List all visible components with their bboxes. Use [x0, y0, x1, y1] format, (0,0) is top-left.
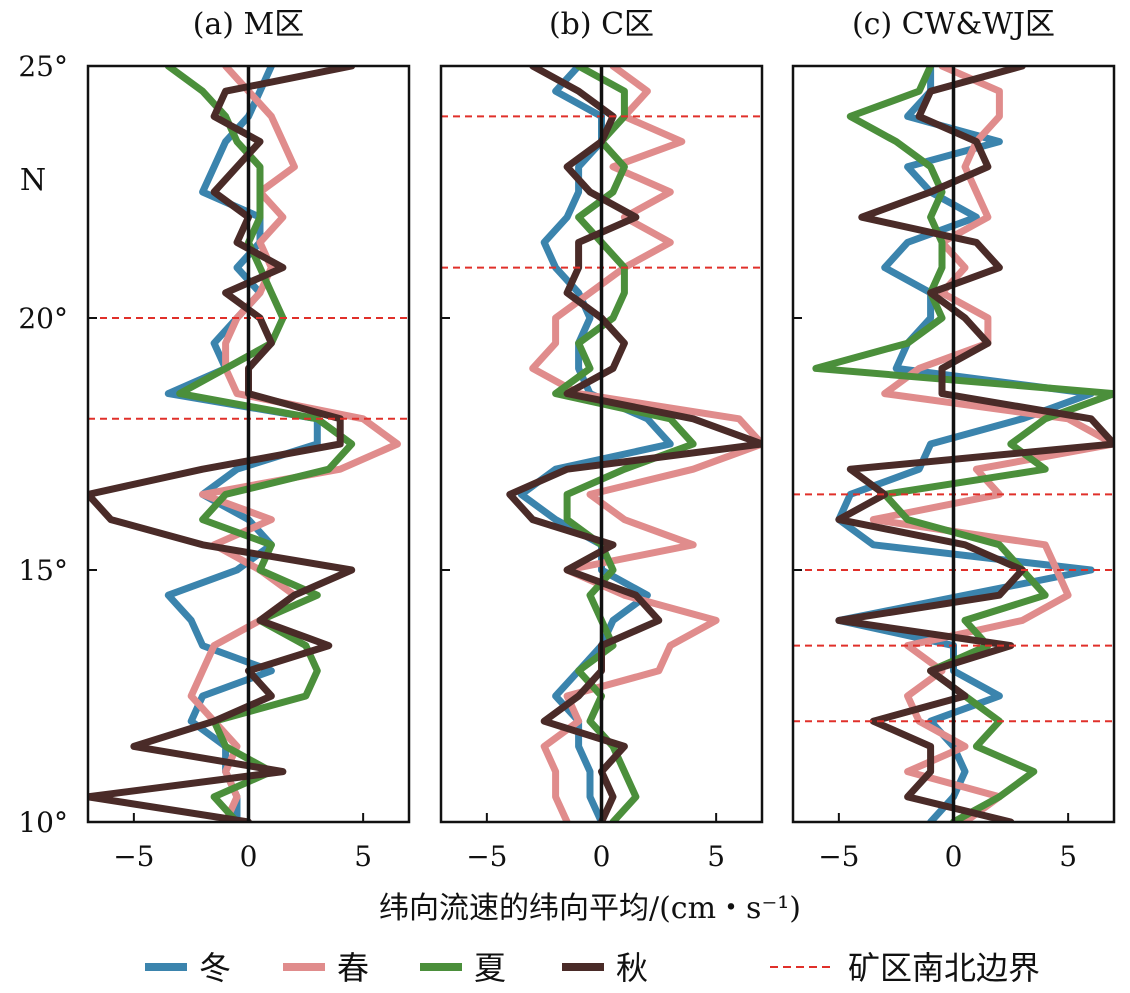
plot-area — [812, 66, 1114, 822]
series-line-winter — [164, 66, 321, 822]
series-line-summer — [164, 66, 356, 822]
x-tick-label: −5 — [466, 840, 507, 873]
y-tick-label: 25° — [18, 50, 68, 83]
x-tick-label: 5 — [707, 840, 725, 873]
x-tick-label: 0 — [240, 840, 258, 873]
legend-label-spring: 春 — [337, 949, 369, 987]
panel-title: (c) CW&WJ区 — [852, 7, 1055, 42]
panel-title: (b) C区 — [549, 7, 654, 42]
panel-0: (a) M区 25° 20° 15° 10° −5 0 5 — [18, 7, 411, 873]
panel-1: (b) C区 −5 0 5 — [439, 7, 764, 873]
legend-label-winter: 冬 — [199, 949, 231, 987]
x-tick-label: 5 — [1059, 840, 1077, 873]
y-tick-label: 15° — [18, 554, 68, 587]
x-tick-label: 0 — [945, 840, 963, 873]
plot-area — [506, 66, 762, 822]
series-line-autumn — [88, 66, 356, 822]
legend-label-boundary: 矿区南北边界 — [848, 949, 1040, 987]
panel-2: (c) CW&WJ区 −5 0 5 — [791, 7, 1116, 873]
legend-label-summer: 夏 — [474, 949, 506, 987]
x-axis-label: 纬向流速的纬向平均/(cm・s⁻¹) — [379, 891, 801, 926]
series-line-autumn — [835, 66, 1114, 822]
legend: 冬 春 夏 秋 矿区南北边界 — [145, 949, 1040, 987]
legend-label-autumn: 秋 — [616, 949, 648, 987]
x-tick-label: 5 — [354, 840, 372, 873]
plot-area — [88, 66, 401, 822]
series-line-winter — [517, 66, 674, 822]
x-tick-label: −5 — [818, 840, 859, 873]
y-tick-label: 20° — [18, 302, 68, 335]
series-line-autumn — [506, 66, 762, 822]
y-axis-unit-label: N — [20, 163, 46, 198]
series-line-spring — [529, 66, 762, 822]
y-tick-label: 10° — [18, 806, 68, 839]
panel-title: (a) M区 — [193, 7, 305, 42]
x-tick-label: −5 — [113, 840, 154, 873]
x-tick-label: 0 — [593, 840, 611, 873]
series-line-spring — [869, 66, 1114, 822]
